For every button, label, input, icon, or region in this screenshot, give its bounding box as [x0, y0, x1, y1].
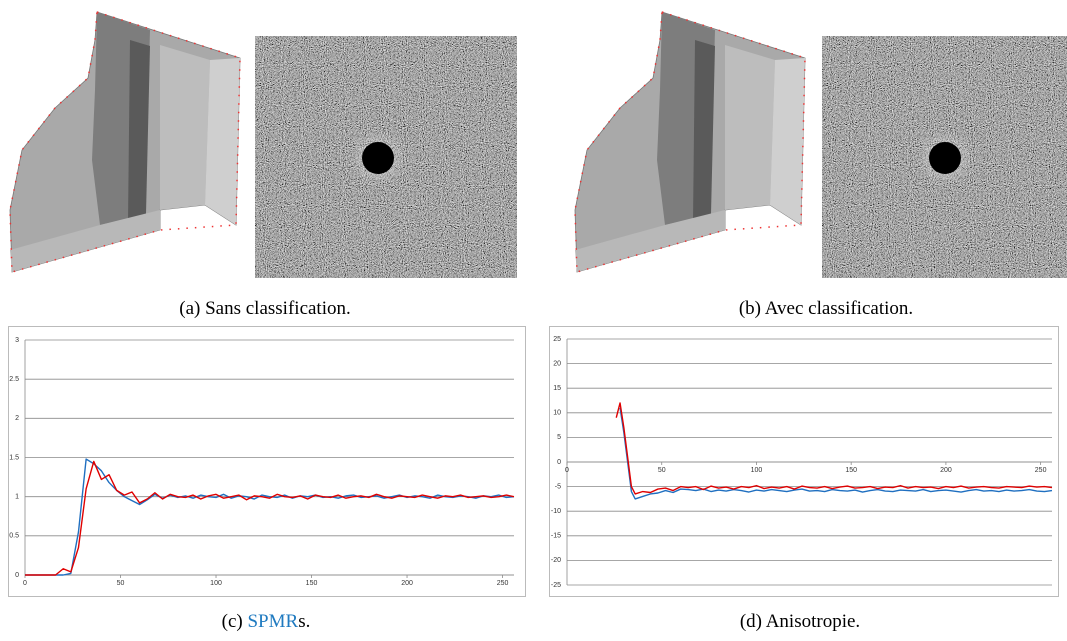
caption-label: (b): [738, 298, 762, 319]
caption-link[interactable]: SPMR: [247, 611, 299, 632]
caption-text: Sans classification.: [205, 298, 351, 319]
y-tick-label: -20: [551, 557, 561, 564]
x-tick-label: 250: [1035, 467, 1047, 474]
caption-text: Anisotropie.: [765, 611, 861, 632]
y-tick-label: -5: [555, 483, 561, 490]
caption-label: (d): [739, 611, 762, 632]
caption-label: (a): [179, 298, 201, 319]
y-tick-label: 25: [553, 336, 561, 343]
chart-frame: [8, 326, 526, 597]
caption: (c) SPMRs.: [222, 611, 311, 633]
series-line: [615, 402, 1053, 495]
y-tick-label: 0: [15, 572, 19, 579]
y-tick-label: 5: [557, 434, 561, 441]
caption-text: s.: [298, 611, 311, 632]
chart-frame: [549, 326, 1059, 597]
x-tick-label: 150: [306, 580, 318, 587]
x-tick-label: 0: [23, 580, 27, 587]
y-tick-label: 0.5: [9, 533, 19, 540]
x-tick-label: 200: [940, 467, 952, 474]
caption: (a) Sans classification.: [179, 298, 350, 320]
y-tick-label: -15: [551, 533, 561, 540]
caption-label: (c): [221, 611, 243, 632]
x-tick-label: 100: [751, 467, 763, 474]
series-line: [25, 460, 515, 576]
x-tick-label: 150: [845, 467, 857, 474]
y-tick-label: 1.5: [9, 454, 19, 461]
x-tick-label: 50: [117, 580, 125, 587]
y-tick-label: -25: [551, 582, 561, 589]
y-tick-label: 3: [15, 337, 19, 344]
texture-render: [255, 36, 517, 278]
caption: (b) Avec classification.: [739, 298, 913, 320]
y-tick-label: 10: [553, 410, 561, 417]
y-tick-label: 2.5: [9, 376, 19, 383]
series-line: [619, 407, 1053, 500]
mesh-render: [574, 11, 806, 273]
x-tick-label: 50: [658, 467, 666, 474]
y-tick-label: 1: [15, 494, 19, 501]
caption: (d) Anisotropie.: [740, 611, 860, 633]
x-tick-label: 200: [401, 580, 413, 587]
caption-text: Avec classification.: [764, 298, 914, 319]
y-tick-label: -10: [551, 508, 561, 515]
mesh-render: [9, 11, 241, 273]
x-tick-label: 100: [210, 580, 222, 587]
y-tick-label: 20: [553, 360, 561, 367]
x-tick-label: 250: [497, 580, 509, 587]
y-tick-label: 0: [557, 459, 561, 466]
y-tick-label: 15: [553, 385, 561, 392]
y-tick-label: 2: [15, 415, 19, 422]
x-tick-label: 0: [565, 467, 569, 474]
texture-render: [822, 36, 1067, 278]
